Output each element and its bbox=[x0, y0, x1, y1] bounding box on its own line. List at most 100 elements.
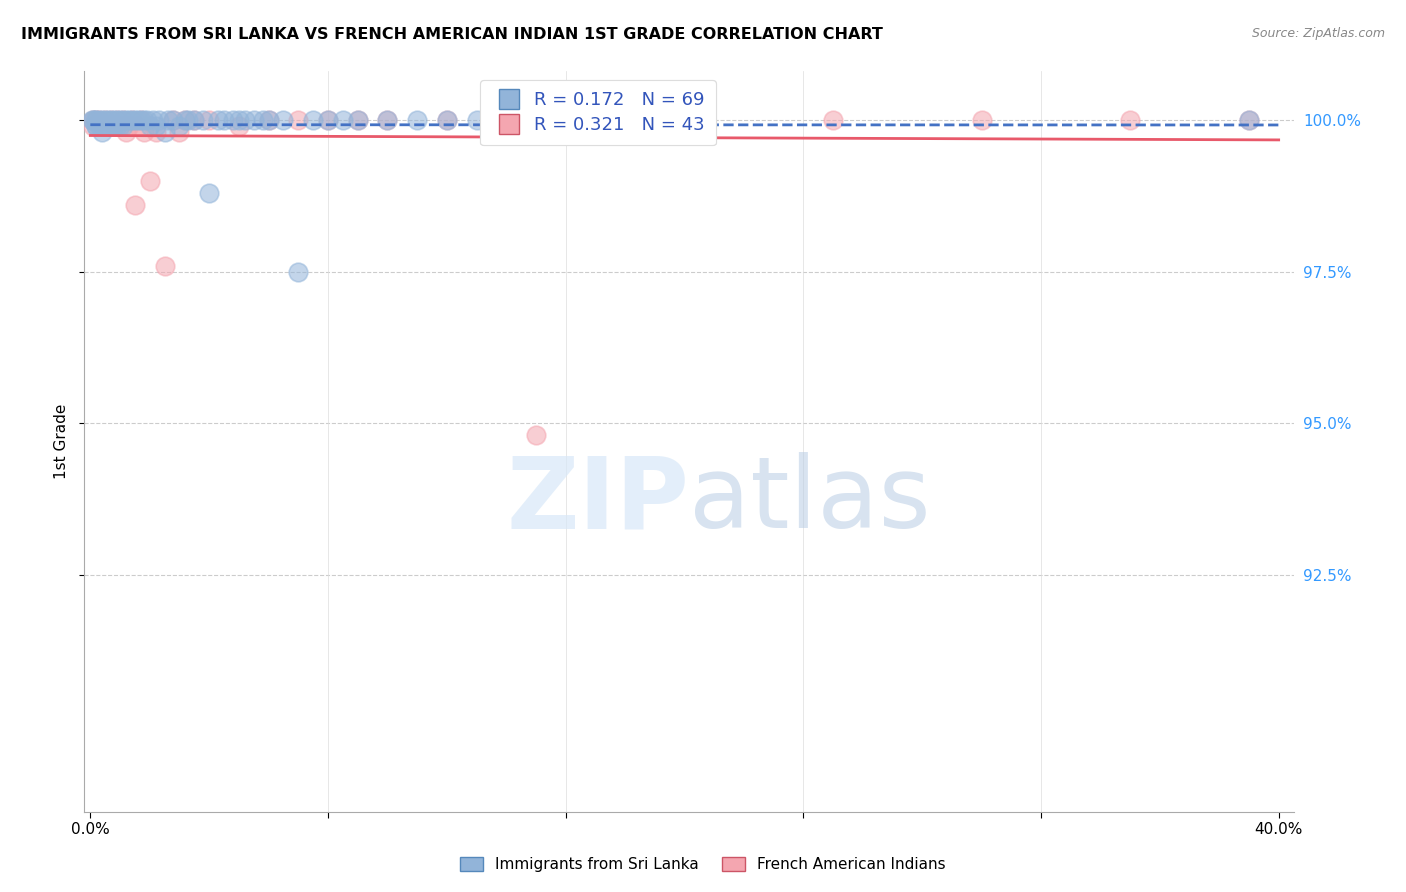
Point bbox=[82, 119, 104, 133]
Point bbox=[100, 112, 122, 127]
Point bbox=[346, 112, 368, 127]
Point bbox=[228, 112, 250, 127]
Point bbox=[554, 112, 576, 127]
Point bbox=[89, 119, 111, 133]
Point bbox=[83, 112, 105, 127]
Point bbox=[103, 112, 125, 127]
Point bbox=[316, 112, 339, 127]
Point bbox=[91, 119, 114, 133]
Point bbox=[524, 112, 547, 127]
Point bbox=[82, 112, 104, 127]
Point bbox=[169, 119, 191, 133]
Point bbox=[91, 125, 114, 139]
Point bbox=[222, 112, 245, 127]
Point bbox=[148, 112, 170, 127]
Point bbox=[115, 112, 138, 127]
Point bbox=[84, 119, 107, 133]
Point bbox=[242, 112, 264, 127]
Legend: R = 0.172   N = 69, R = 0.321   N = 43: R = 0.172 N = 69, R = 0.321 N = 43 bbox=[481, 80, 716, 145]
Point bbox=[145, 119, 167, 133]
Point bbox=[84, 112, 107, 127]
Point bbox=[287, 265, 309, 279]
Point bbox=[332, 112, 354, 127]
Point bbox=[91, 112, 114, 127]
Text: Source: ZipAtlas.com: Source: ZipAtlas.com bbox=[1251, 27, 1385, 40]
Point bbox=[1119, 112, 1142, 127]
Legend: Immigrants from Sri Lanka, French American Indians: Immigrants from Sri Lanka, French Americ… bbox=[453, 849, 953, 880]
Point bbox=[162, 112, 184, 127]
Point bbox=[89, 112, 111, 127]
Point bbox=[100, 112, 122, 127]
Point bbox=[198, 112, 221, 127]
Point bbox=[169, 125, 191, 139]
Point bbox=[495, 112, 517, 127]
Point bbox=[153, 125, 176, 139]
Point bbox=[377, 112, 399, 127]
Point bbox=[495, 112, 517, 127]
Point bbox=[82, 112, 104, 127]
Point bbox=[121, 112, 143, 127]
Point bbox=[406, 112, 429, 127]
Point bbox=[108, 119, 131, 133]
Point bbox=[554, 112, 576, 127]
Point bbox=[127, 112, 149, 127]
Point bbox=[162, 112, 184, 127]
Point bbox=[103, 119, 125, 133]
Point bbox=[115, 125, 138, 139]
Point bbox=[614, 112, 637, 127]
Text: IMMIGRANTS FROM SRI LANKA VS FRENCH AMERICAN INDIAN 1ST GRADE CORRELATION CHART: IMMIGRANTS FROM SRI LANKA VS FRENCH AMER… bbox=[21, 27, 883, 42]
Point bbox=[156, 112, 179, 127]
Point bbox=[174, 112, 197, 127]
Point bbox=[118, 119, 141, 133]
Point bbox=[377, 112, 399, 127]
Point bbox=[673, 112, 696, 127]
Point bbox=[108, 112, 131, 127]
Point bbox=[465, 112, 488, 127]
Point bbox=[436, 112, 458, 127]
Point bbox=[436, 112, 458, 127]
Point bbox=[183, 112, 205, 127]
Point bbox=[138, 173, 160, 187]
Point bbox=[84, 112, 107, 127]
Point bbox=[228, 119, 250, 133]
Point bbox=[94, 119, 117, 133]
Point bbox=[257, 112, 280, 127]
Point bbox=[124, 112, 146, 127]
Point bbox=[970, 112, 993, 127]
Point bbox=[1237, 112, 1260, 127]
Point bbox=[821, 112, 844, 127]
Point bbox=[84, 119, 107, 133]
Point bbox=[257, 112, 280, 127]
Point bbox=[94, 112, 117, 127]
Point bbox=[142, 112, 165, 127]
Point bbox=[80, 112, 103, 127]
Point bbox=[97, 112, 120, 127]
Point bbox=[108, 119, 131, 133]
Point bbox=[111, 112, 134, 127]
Point bbox=[135, 112, 157, 127]
Point bbox=[207, 112, 229, 127]
Point bbox=[316, 112, 339, 127]
Point bbox=[124, 198, 146, 212]
Point bbox=[89, 112, 111, 127]
Point bbox=[212, 112, 235, 127]
Point bbox=[273, 112, 295, 127]
Point bbox=[233, 112, 256, 127]
Point bbox=[121, 112, 143, 127]
Point bbox=[177, 112, 200, 127]
Point bbox=[198, 186, 221, 200]
Point bbox=[183, 112, 205, 127]
Point bbox=[302, 112, 325, 127]
Point bbox=[174, 112, 197, 127]
Y-axis label: 1st Grade: 1st Grade bbox=[53, 404, 69, 479]
Point bbox=[129, 112, 152, 127]
Text: ZIP: ZIP bbox=[506, 452, 689, 549]
Point bbox=[105, 112, 128, 127]
Point bbox=[1237, 112, 1260, 127]
Point bbox=[91, 119, 114, 133]
Point bbox=[346, 112, 368, 127]
Point bbox=[129, 112, 152, 127]
Point bbox=[103, 119, 125, 133]
Point bbox=[524, 428, 547, 442]
Point bbox=[118, 112, 141, 127]
